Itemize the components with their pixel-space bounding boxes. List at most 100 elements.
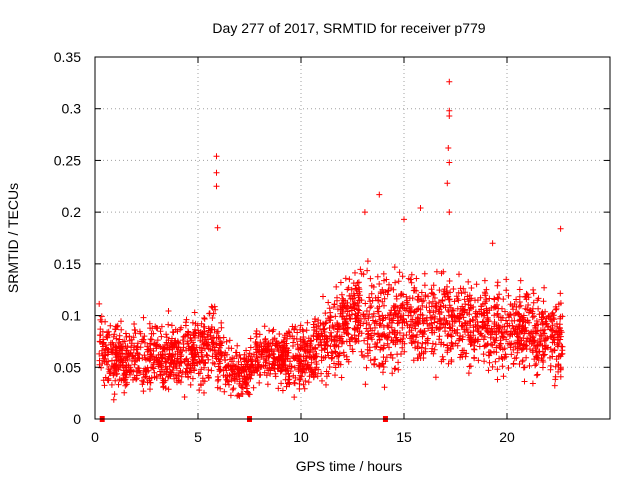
data-point bbox=[124, 379, 130, 386]
data-point bbox=[525, 302, 532, 308]
data-point bbox=[317, 326, 323, 332]
data-point bbox=[533, 318, 540, 324]
data-point bbox=[121, 389, 128, 396]
data-point bbox=[414, 331, 420, 338]
data-point bbox=[384, 340, 391, 347]
data-point bbox=[448, 333, 455, 340]
data-point bbox=[132, 358, 139, 365]
data-point bbox=[332, 313, 339, 320]
data-point bbox=[347, 336, 354, 343]
data-point bbox=[378, 344, 384, 351]
data-point bbox=[162, 377, 169, 384]
data-point bbox=[521, 378, 528, 385]
data-point bbox=[549, 322, 556, 329]
data-point bbox=[487, 334, 494, 341]
data-point bbox=[536, 311, 543, 318]
data-point bbox=[414, 345, 421, 352]
data-point bbox=[470, 317, 477, 324]
data-point bbox=[491, 312, 498, 319]
data-point bbox=[445, 344, 451, 351]
data-point bbox=[494, 311, 501, 318]
data-point bbox=[217, 360, 223, 367]
data-point bbox=[229, 386, 236, 393]
data-point bbox=[340, 321, 347, 327]
data-point bbox=[388, 324, 395, 331]
data-point bbox=[440, 268, 447, 275]
y-tick-label: 0.3 bbox=[62, 101, 82, 117]
data-point bbox=[286, 379, 293, 386]
data-point bbox=[377, 290, 384, 297]
data-point bbox=[217, 338, 224, 345]
data-point bbox=[212, 340, 218, 347]
data-point bbox=[485, 367, 492, 374]
data-point bbox=[234, 392, 241, 399]
data-point bbox=[224, 378, 231, 385]
data-point bbox=[285, 328, 292, 335]
data-point bbox=[99, 328, 106, 335]
data-point bbox=[146, 320, 153, 327]
data-point bbox=[249, 369, 256, 376]
data-point bbox=[303, 365, 310, 372]
data-point bbox=[241, 367, 247, 374]
data-point bbox=[504, 320, 511, 327]
data-point bbox=[430, 350, 437, 357]
data-point bbox=[207, 332, 214, 339]
data-point bbox=[276, 353, 283, 360]
data-point bbox=[141, 374, 148, 381]
data-point bbox=[147, 386, 153, 393]
data-point bbox=[446, 209, 453, 216]
data-point bbox=[432, 307, 439, 314]
data-point bbox=[444, 180, 451, 187]
data-point bbox=[397, 314, 404, 321]
data-point bbox=[446, 296, 453, 303]
data-point bbox=[307, 366, 314, 373]
data-point bbox=[167, 360, 174, 367]
data-point bbox=[413, 275, 420, 282]
data-point bbox=[432, 374, 439, 381]
data-point bbox=[107, 339, 114, 346]
data-point bbox=[484, 328, 491, 335]
data-point bbox=[355, 279, 362, 286]
data-point bbox=[508, 351, 515, 358]
y-tick-label: 0.1 bbox=[62, 308, 82, 324]
data-point bbox=[482, 322, 489, 329]
data-point bbox=[474, 311, 481, 318]
data-point bbox=[551, 347, 558, 354]
data-point bbox=[383, 354, 390, 361]
data-point bbox=[474, 327, 481, 333]
data-point bbox=[354, 312, 361, 319]
data-point bbox=[321, 336, 328, 343]
data-point bbox=[494, 376, 501, 383]
data-point bbox=[500, 373, 507, 380]
data-point bbox=[516, 303, 523, 310]
data-point bbox=[104, 351, 111, 358]
data-point bbox=[222, 357, 228, 364]
data-point bbox=[521, 364, 528, 371]
data-point bbox=[511, 301, 518, 307]
data-point bbox=[197, 337, 204, 344]
data-point bbox=[321, 329, 328, 335]
data-point bbox=[277, 368, 284, 375]
grid bbox=[95, 57, 610, 419]
data-point bbox=[115, 366, 122, 373]
data-point bbox=[503, 336, 510, 343]
data-point bbox=[542, 308, 549, 315]
data-point bbox=[154, 337, 161, 344]
data-point bbox=[456, 271, 462, 278]
data-point bbox=[235, 392, 242, 399]
data-point bbox=[355, 309, 362, 316]
data-point bbox=[355, 294, 362, 301]
data-point bbox=[163, 331, 170, 338]
data-point bbox=[475, 357, 482, 364]
data-point bbox=[374, 273, 381, 280]
data-point bbox=[328, 354, 335, 361]
data-point bbox=[288, 363, 295, 370]
data-point bbox=[379, 361, 386, 367]
data-point bbox=[557, 366, 564, 373]
data-point bbox=[384, 324, 391, 330]
data-point bbox=[311, 373, 317, 380]
data-point bbox=[247, 335, 254, 342]
data-point bbox=[158, 362, 165, 369]
data-point bbox=[389, 329, 396, 336]
data-point bbox=[426, 300, 433, 306]
